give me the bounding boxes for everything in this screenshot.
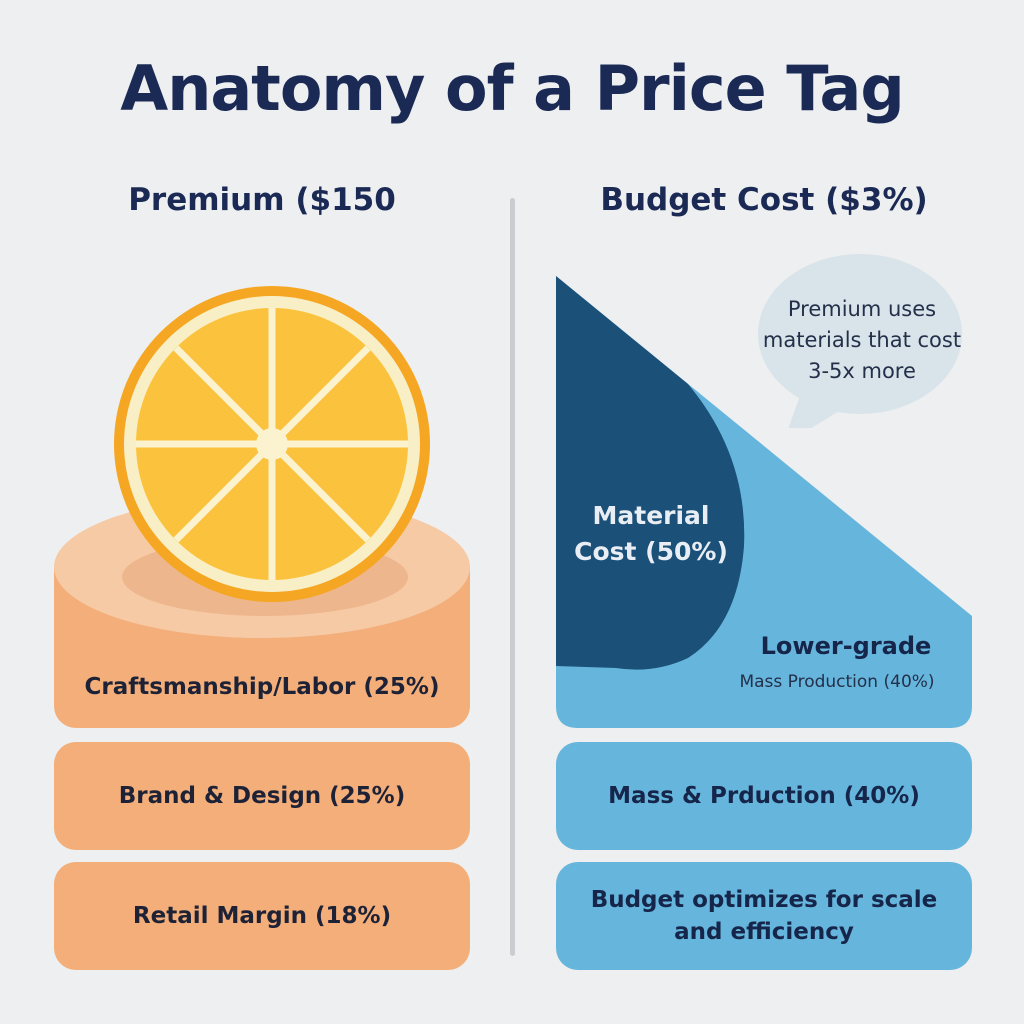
page-title: Anatomy of a Price Tag	[120, 52, 905, 125]
premium-section-box: Brand & Design (25%)	[54, 742, 470, 850]
premium-section-label: Retail Margin (18%)	[132, 903, 392, 929]
lower-grade-title: Lower-grade	[760, 632, 932, 660]
callout-text: Premium uses materials that cost 3-5x mo…	[762, 297, 962, 383]
premium-section-label: Craftsmanship/Labor (25%)	[84, 674, 440, 700]
budget-section-label: Budget optimizes for scale and efficienc…	[590, 887, 938, 945]
callout-bubble	[758, 254, 962, 428]
budget-heading: Budget Cost ($3%)	[600, 182, 928, 218]
budget-section-box: Budget optimizes for scale and efficienc…	[556, 862, 972, 970]
budget-wedge	[556, 276, 972, 728]
premium-section-label: Brand & Design (25%)	[118, 783, 406, 809]
column-divider	[510, 198, 515, 956]
lower-grade-subtitle: Mass Production (40%)	[739, 672, 935, 692]
budget-section-label: Mass & Prduction (40%)	[608, 783, 920, 809]
premium-section-box: Retail Margin (18%)	[54, 862, 470, 970]
premium-heading: Premium ($150	[128, 182, 396, 218]
orange-slice-icon	[114, 286, 430, 602]
material-cost-label: Material Cost (50%)	[574, 501, 728, 566]
budget-section-box: Mass & Prduction (40%)	[556, 742, 972, 850]
